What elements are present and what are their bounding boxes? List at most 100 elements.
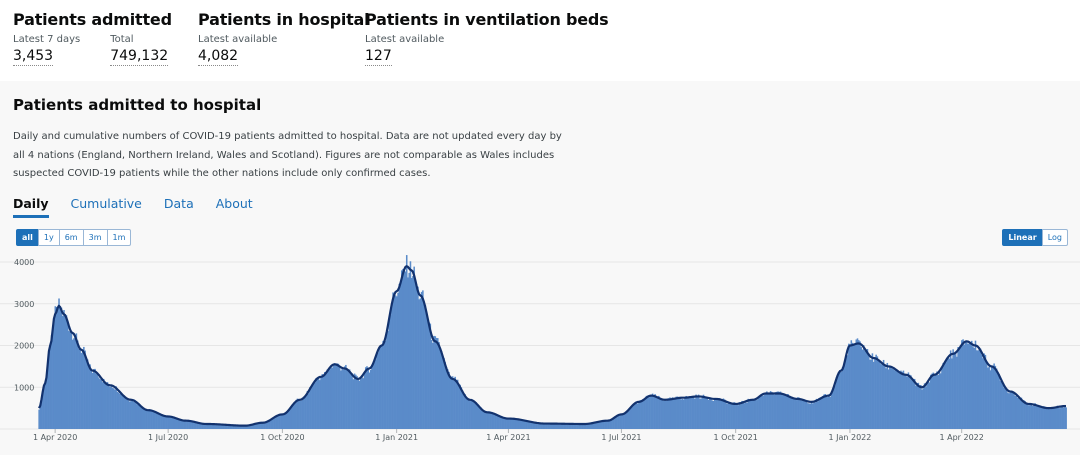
daily-bar bbox=[302, 396, 305, 429]
daily-bar bbox=[536, 422, 538, 429]
metric-value[interactable]: 127 bbox=[365, 48, 392, 66]
daily-bar bbox=[681, 398, 684, 429]
daily-bar bbox=[860, 347, 863, 429]
daily-bar bbox=[142, 409, 145, 429]
daily-bar bbox=[1024, 401, 1026, 429]
daily-bar bbox=[961, 340, 963, 429]
daily-bar bbox=[116, 391, 119, 429]
daily-bar bbox=[1003, 387, 1005, 429]
daily-bar bbox=[419, 298, 422, 429]
daily-bar bbox=[592, 422, 594, 429]
daily-bar bbox=[1052, 407, 1055, 429]
daily-bar bbox=[972, 346, 974, 429]
daily-bar bbox=[420, 291, 423, 429]
daily-bar bbox=[397, 292, 399, 429]
daily-bar bbox=[959, 344, 962, 429]
daily-bar bbox=[232, 425, 234, 429]
patients-in-hospital-card: Patients in hospital Latest available 4,… bbox=[198, 10, 370, 66]
daily-bar bbox=[279, 413, 281, 429]
daily-bar bbox=[206, 423, 208, 429]
daily-bar bbox=[547, 423, 550, 429]
metric-value[interactable]: 4,082 bbox=[198, 48, 239, 66]
range-1y-button[interactable]: 1y bbox=[37, 229, 60, 246]
daily-bar bbox=[247, 425, 249, 429]
daily-bar bbox=[728, 402, 731, 429]
tab-about[interactable]: About bbox=[215, 196, 253, 211]
daily-bar bbox=[586, 423, 588, 429]
daily-bar bbox=[1043, 406, 1045, 429]
daily-bar bbox=[799, 398, 802, 429]
daily-bar bbox=[702, 394, 705, 429]
daily-bar bbox=[459, 384, 461, 429]
scale-log-button[interactable]: Log bbox=[1041, 229, 1068, 246]
range-all-button[interactable]: all bbox=[16, 229, 39, 246]
metric-value[interactable]: 749,132 bbox=[110, 48, 169, 66]
daily-bar bbox=[737, 405, 740, 429]
daily-bar bbox=[604, 421, 607, 429]
daily-bar bbox=[918, 386, 921, 429]
daily-bar bbox=[477, 406, 480, 429]
daily-bar bbox=[386, 333, 388, 429]
daily-bar bbox=[292, 403, 295, 429]
daily-bar bbox=[538, 423, 541, 429]
daily-bar bbox=[125, 398, 127, 429]
daily-bar bbox=[979, 348, 982, 429]
daily-bar bbox=[939, 373, 942, 429]
daily-bar bbox=[258, 423, 260, 429]
daily-bar bbox=[382, 340, 384, 429]
daily-bar bbox=[255, 423, 258, 429]
daily-bar bbox=[793, 397, 795, 429]
tab-daily[interactable]: Daily bbox=[13, 196, 49, 218]
daily-bar bbox=[481, 409, 484, 429]
daily-bar bbox=[989, 370, 992, 429]
daily-bar bbox=[45, 376, 48, 429]
daily-bar bbox=[270, 419, 273, 429]
daily-bar bbox=[473, 400, 475, 429]
daily-bar bbox=[821, 395, 824, 429]
daily-bar bbox=[403, 268, 406, 429]
daily-bar bbox=[487, 412, 490, 429]
daily-bar bbox=[937, 375, 940, 429]
scale-linear-button[interactable]: Linear bbox=[1002, 229, 1043, 246]
daily-bar bbox=[300, 400, 302, 429]
x-tick-label: 1 Apr 2021 bbox=[486, 433, 530, 442]
daily-bar bbox=[923, 383, 926, 429]
daily-bar bbox=[134, 400, 136, 429]
daily-bar bbox=[572, 423, 574, 429]
daily-bar bbox=[901, 371, 903, 429]
daily-bar bbox=[1020, 397, 1023, 429]
daily-bar bbox=[366, 366, 368, 429]
daily-bar bbox=[69, 331, 71, 429]
range-6m-button[interactable]: 6m bbox=[58, 229, 84, 246]
daily-bar bbox=[470, 400, 473, 429]
daily-bar bbox=[153, 411, 156, 429]
daily-bar bbox=[803, 400, 805, 429]
range-3m-button[interactable]: 3m bbox=[82, 229, 108, 246]
range-1m-button[interactable]: 1m bbox=[106, 229, 132, 246]
daily-bar bbox=[471, 399, 474, 429]
daily-bar bbox=[458, 384, 460, 429]
daily-bar bbox=[885, 368, 887, 429]
daily-bar bbox=[674, 398, 676, 429]
daily-bar bbox=[94, 368, 96, 429]
daily-bar bbox=[871, 353, 874, 429]
daily-bar bbox=[949, 350, 952, 429]
daily-bar bbox=[807, 403, 809, 429]
daily-bar bbox=[1065, 407, 1067, 429]
daily-bar bbox=[798, 397, 800, 429]
daily-bar bbox=[265, 421, 268, 429]
daily-bar bbox=[963, 344, 966, 429]
metric-value[interactable]: 3,453 bbox=[13, 48, 54, 66]
tab-cumulative[interactable]: Cumulative bbox=[70, 196, 142, 211]
metric-label: Total bbox=[110, 34, 134, 45]
daily-bar bbox=[186, 420, 188, 429]
daily-bar bbox=[1046, 408, 1049, 429]
daily-bar bbox=[922, 388, 925, 429]
daily-bar bbox=[993, 363, 995, 429]
daily-bar bbox=[704, 397, 706, 429]
daily-bar bbox=[357, 379, 360, 429]
tab-data[interactable]: Data bbox=[163, 196, 194, 211]
daily-bar bbox=[424, 304, 427, 429]
daily-bar bbox=[327, 370, 330, 429]
daily-bar bbox=[850, 340, 853, 429]
